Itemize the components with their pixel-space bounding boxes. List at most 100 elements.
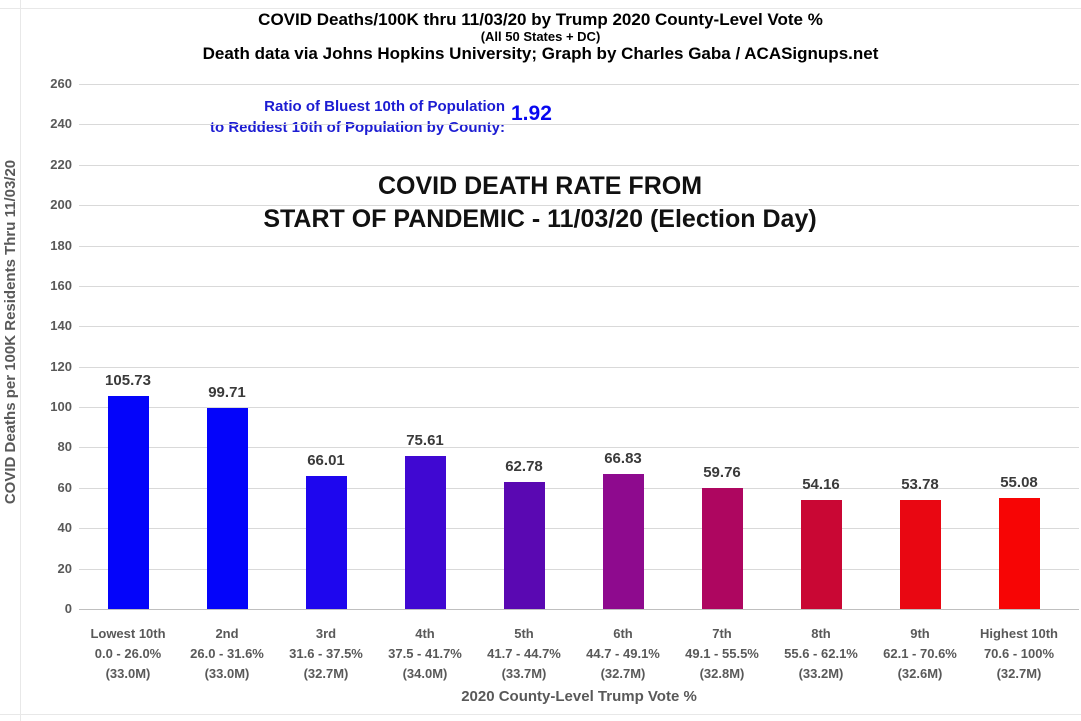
- x-category-label: 6th 44.7 - 49.1% (32.7M): [564, 624, 683, 684]
- gridline: [79, 124, 1079, 126]
- chart-main-title: COVID DEATH RATE FROM START OF PANDEMIC …: [90, 170, 990, 236]
- gridline: [79, 205, 1079, 207]
- x-category-label: 9th 62.1 - 70.6% (32.6M): [861, 624, 980, 684]
- x-category-population: (33.7M): [501, 666, 547, 681]
- sheet-gridline-bottom: [0, 714, 1081, 715]
- x-category-name: 8th: [811, 626, 831, 641]
- y-tick-label: 200: [50, 197, 72, 213]
- x-category-range: 49.1 - 55.5%: [685, 646, 759, 661]
- x-category-range: 31.6 - 37.5%: [289, 646, 363, 661]
- y-tick-label: 240: [50, 116, 72, 132]
- x-category-population: (32.6M): [897, 666, 943, 681]
- chart-header-attribution: Death data via Johns Hopkins University;…: [202, 44, 879, 63]
- x-category-label: Lowest 10th 0.0 - 26.0% (33.0M): [69, 624, 188, 684]
- gridline: [79, 568, 1079, 570]
- gridline: [79, 366, 1079, 368]
- x-category-population: (33.2M): [798, 666, 844, 681]
- x-category-population: (32.8M): [699, 666, 745, 681]
- x-category-range: 62.1 - 70.6%: [883, 646, 957, 661]
- gridline: [79, 528, 1079, 530]
- x-category-name: 5th: [514, 626, 534, 641]
- y-tick-label: 40: [57, 520, 72, 536]
- ratio-value: 1.92: [511, 102, 552, 125]
- bar-value-label: 105.73: [105, 371, 151, 389]
- y-axis-title: COVID Deaths per 100K Residents Thru 11/…: [2, 159, 19, 505]
- bar: [701, 488, 743, 609]
- y-tick-label: 220: [50, 156, 72, 172]
- x-category-range: 44.7 - 49.1%: [586, 646, 660, 661]
- bar: [503, 482, 545, 609]
- gridline: [79, 285, 1079, 287]
- x-category-name: 9th: [910, 626, 930, 641]
- x-category-population: (32.7M): [600, 666, 646, 681]
- ratio-annotation-line1: Ratio of Bluest 10th of Population: [264, 98, 505, 115]
- y-tick-label: 100: [50, 399, 72, 415]
- gridline: [79, 164, 1079, 166]
- bar-value-label: 54.16: [802, 475, 840, 493]
- x-category-name: Highest 10th: [979, 626, 1058, 641]
- bar-value-label: 62.78: [505, 458, 543, 476]
- y-tick-label: 160: [50, 277, 72, 293]
- x-category-name: 7th: [712, 626, 732, 641]
- bar: [899, 500, 941, 609]
- x-category-name: 2nd: [215, 626, 239, 641]
- bar: [305, 475, 347, 609]
- chart-header-title: COVID Deaths/100K thru 11/03/20 by Trump…: [258, 10, 823, 29]
- x-category-range: 41.7 - 44.7%: [487, 646, 561, 661]
- gridline: [79, 407, 1079, 409]
- x-axis-title: 2020 County-Level Trump Vote %: [461, 688, 697, 705]
- x-category-population: (33.0M): [105, 666, 151, 681]
- y-tick-label: 60: [57, 479, 72, 495]
- gridline: [79, 245, 1079, 247]
- x-category-population: (33.0M): [204, 666, 250, 681]
- bar-value-label: 66.83: [604, 450, 642, 468]
- ratio-annotation: Ratio of Bluest 10th of Population to Re…: [105, 96, 505, 138]
- x-category-name: Lowest 10th: [90, 626, 166, 641]
- y-tick-label: 140: [50, 318, 72, 334]
- x-category-label: 3rd 31.6 - 37.5% (32.7M): [267, 624, 386, 684]
- chart-header-subtitle: (All 50 States + DC): [480, 29, 601, 44]
- chart-main-title-line1: COVID DEATH RATE FROM: [377, 172, 703, 200]
- bar-value-label: 55.08: [1000, 473, 1038, 491]
- x-category-population: (34.0M): [402, 666, 448, 681]
- x-category-range: 37.5 - 41.7%: [388, 646, 462, 661]
- bar: [107, 395, 149, 609]
- y-tick-label: 260: [50, 76, 72, 91]
- bar-value-label: 66.01: [307, 451, 345, 469]
- x-axis-line: [79, 609, 1079, 610]
- chart-main-title-line2: START OF PANDEMIC - 11/03/20 (Election D…: [263, 205, 817, 233]
- x-category-range: 0.0 - 26.0%: [94, 646, 162, 661]
- bar: [800, 499, 842, 609]
- x-category-name: 4th: [415, 626, 435, 641]
- x-category-name: 6th: [613, 626, 633, 641]
- y-tick-label: 80: [57, 439, 72, 455]
- bar: [602, 474, 644, 609]
- ratio-annotation-line2: to Reddest 10th of Population by County:: [210, 119, 505, 136]
- gridline: [79, 84, 1079, 85]
- x-category-label: 2nd 26.0 - 31.6% (33.0M): [168, 624, 287, 684]
- x-category-population: (32.7M): [996, 666, 1042, 681]
- bar-value-label: 99.71: [208, 383, 246, 401]
- x-category-label: 7th 49.1 - 55.5% (32.8M): [663, 624, 782, 684]
- bar: [998, 497, 1040, 609]
- x-category-label: 5th 41.7 - 44.7% (33.7M): [465, 624, 584, 684]
- x-category-range: 70.6 - 100%: [983, 646, 1055, 661]
- sheet-gridline-top: [0, 8, 1081, 9]
- y-tick-label: 180: [50, 237, 72, 253]
- x-category-label: Highest 10th 70.6 - 100% (32.7M): [960, 624, 1079, 684]
- sheet-gridline-left: [20, 0, 21, 721]
- gridline: [79, 447, 1079, 449]
- bar-value-label: 59.76: [703, 464, 741, 482]
- x-category-range: 55.6 - 62.1%: [784, 646, 858, 661]
- gridline: [79, 487, 1079, 489]
- bar-value-label: 75.61: [406, 432, 444, 450]
- x-category-label: 8th 55.6 - 62.1% (33.2M): [762, 624, 881, 684]
- x-category-range: 26.0 - 31.6%: [190, 646, 264, 661]
- x-category-population: (32.7M): [303, 666, 349, 681]
- bar-value-label: 53.78: [901, 476, 939, 494]
- gridline: [79, 326, 1079, 328]
- y-tick-label: 20: [57, 560, 72, 576]
- x-category-label: 4th 37.5 - 41.7% (34.0M): [366, 624, 485, 684]
- y-tick-label: 0: [64, 601, 72, 616]
